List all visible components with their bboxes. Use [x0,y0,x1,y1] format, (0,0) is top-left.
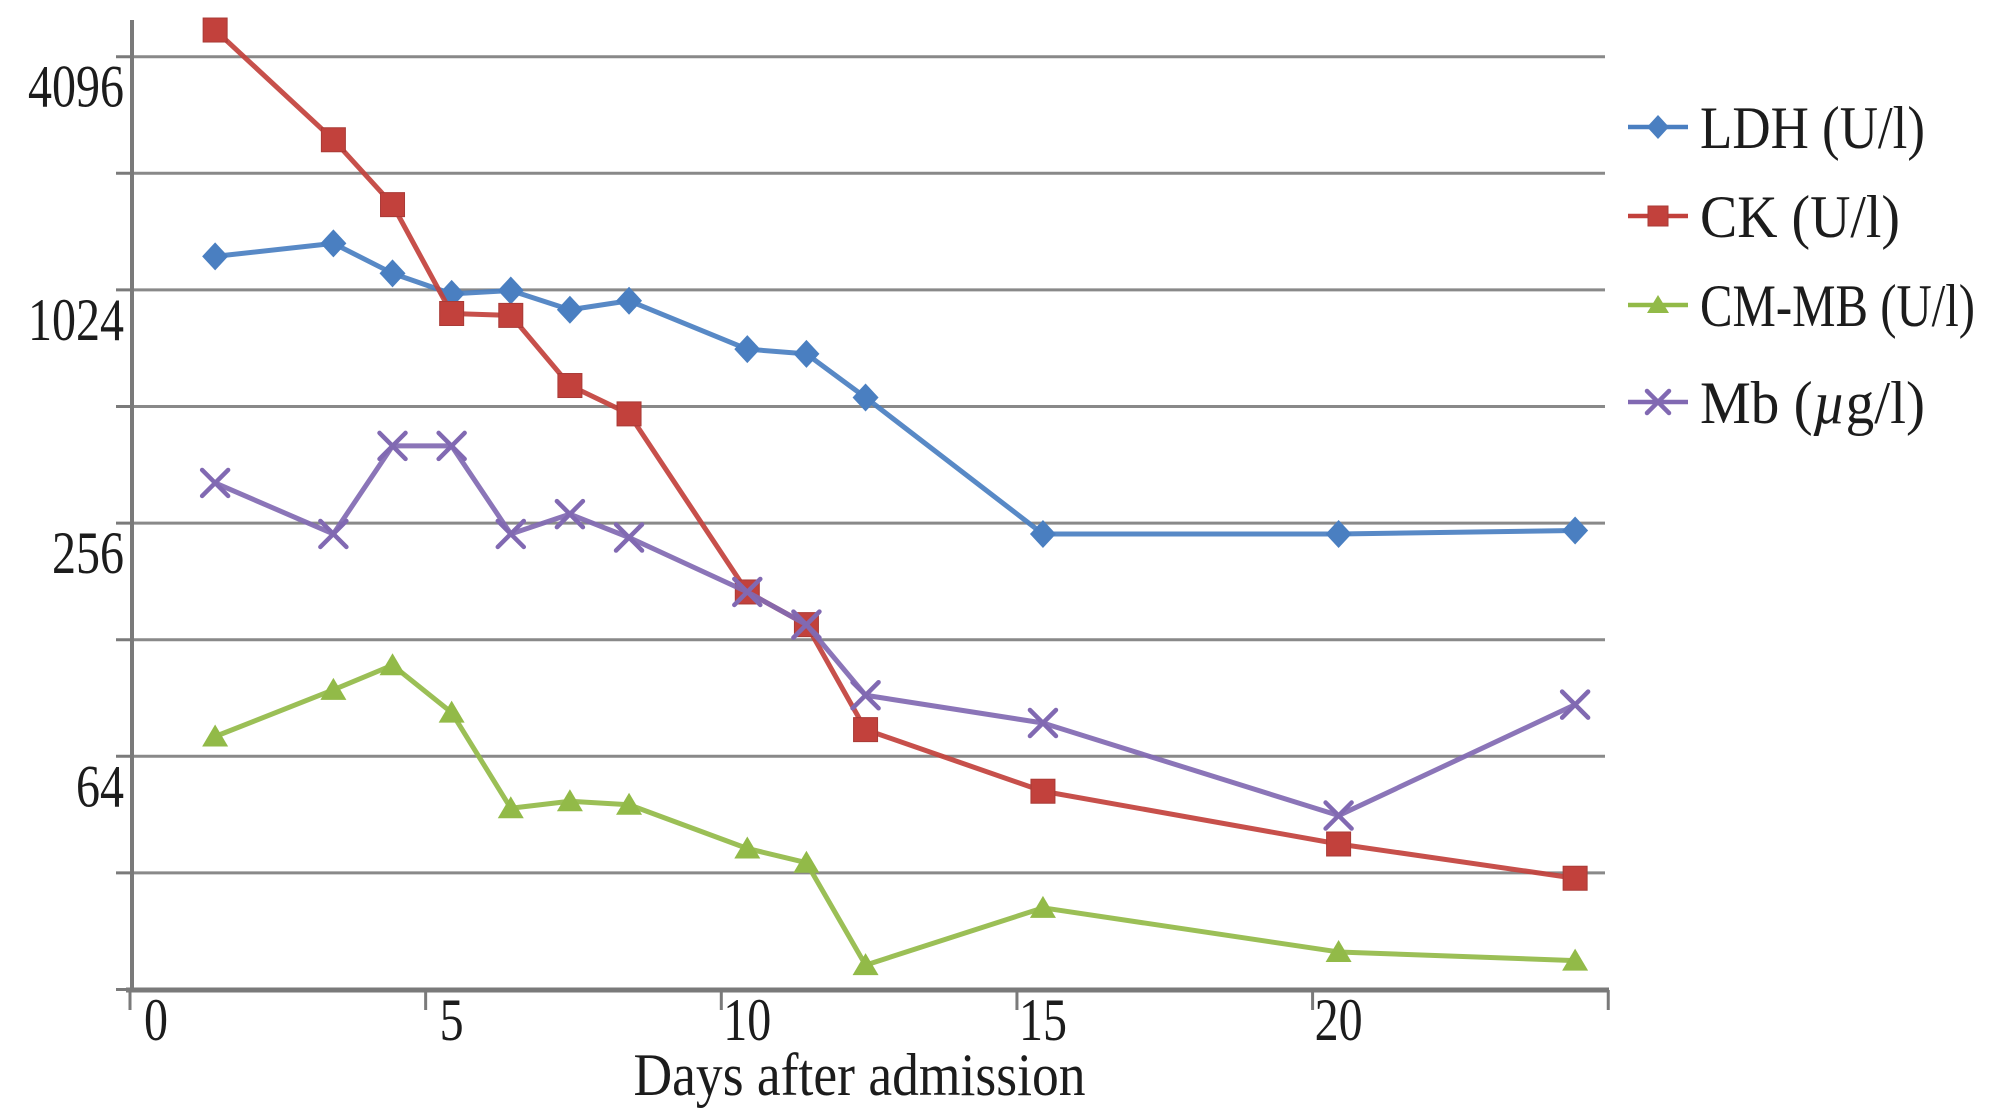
x-axis-title: Days after admission [634,1042,1086,1108]
marker-ck-u-l-day7 [557,373,583,399]
marker-cm-mb-u-l-day11 [793,850,820,873]
marker-ldh-u-l-day24 [1562,516,1589,545]
marker-mb-g-l-day1 [199,467,231,499]
x-marker-stroke [1323,800,1354,831]
x-axis-label-10: 10 [723,987,771,1053]
marker-mb-g-l-day11 [791,609,822,640]
x-axis-label-15: 15 [1019,987,1067,1053]
marker-mb-g-l-day6 [495,518,527,550]
x-marker-stroke [1559,689,1591,720]
marker-mb-g-l-day3 [318,518,349,550]
y-axis-label-64: 64 [76,753,124,819]
marker-ldh-u-l-day7 [556,295,583,324]
x-marker-stroke [1027,707,1059,739]
marker-ldh-u-l-day20 [1325,519,1352,548]
marker-ck-u-l-day6 [498,302,524,328]
x-marker-stroke [377,430,408,462]
marker-mb-g-l-day5 [436,430,467,462]
x-marker-stroke [495,518,527,550]
legend-marker-ck-u-l [1647,205,1669,227]
marker-mb-g-l-day7 [554,498,586,530]
legend-label-cm-mb-u-l: CM-MB (U/l) [1700,273,1975,339]
x-marker-stroke [732,576,763,608]
legend-marker-ldh-u-l [1647,115,1669,139]
marker-cm-mb-u-l-day8 [616,792,643,815]
marker-ldh-u-l-day6 [497,276,524,305]
marker-ldh-u-l-day8 [616,286,643,315]
x-marker-stroke [199,467,231,499]
y-axis-label-256: 256 [52,520,124,586]
x-marker-stroke [436,430,467,462]
marker-ldh-u-l-day10 [734,335,761,364]
marker-cm-mb-u-l-day5 [438,700,465,723]
x-marker-stroke [850,680,881,711]
marker-cm-mb-u-l-day10 [734,836,761,859]
marker-cm-mb-u-l-day24 [1562,948,1589,971]
legend-marker-mb-g-l [1644,388,1672,416]
x-axis-label-0: 0 [144,987,168,1053]
marker-ck-u-l-day12 [853,717,879,743]
marker-ldh-u-l-day11 [793,339,820,368]
marker-ck-u-l-day3 [320,127,346,153]
marker-ldh-u-l-day15 [1029,519,1056,548]
marker-ck-u-l-day15 [1030,778,1056,804]
legend-marker-cm-mb-u-l [1647,295,1669,313]
x-marker-stroke [318,518,349,550]
x-marker-stroke [613,522,645,553]
marker-cm-mb-u-l-day1 [202,724,229,747]
marker-mb-g-l-day24 [1559,689,1591,720]
legend-label-mb-g-l: Mb (µg/l) [1700,370,1925,436]
marker-ldh-u-l-day12 [852,383,879,412]
marker-cm-mb-u-l-day20 [1325,939,1352,962]
marker-ck-u-l-day4 [380,192,406,218]
marker-ck-u-l-day8 [616,401,642,427]
marker-ck-u-l-day5 [439,300,465,326]
marker-cm-mb-u-l-day4 [379,653,406,676]
y-axis-label-4096: 4096 [28,54,124,120]
marker-ldh-u-l-day3 [320,229,347,258]
marker-ldh-u-l-day4 [379,259,406,288]
marker-mb-g-l-day15 [1027,707,1059,739]
marker-ck-u-l-day1 [202,17,228,43]
marker-mb-g-l-day20 [1323,800,1354,831]
x-axis-label-20: 20 [1315,987,1363,1053]
marker-mb-g-l-day12 [850,680,881,711]
marker-mb-g-l-day10 [732,576,763,608]
marker-cm-mb-u-l-day15 [1029,895,1056,918]
marker-mb-g-l-day4 [377,430,408,462]
x-marker-stroke [554,498,586,530]
marker-cm-mb-u-l-day7 [556,789,583,812]
legend-label-ck-u-l: CK (U/l) [1700,184,1900,250]
legend-label-ldh-u-l: LDH (U/l) [1700,95,1925,161]
marker-cm-mb-u-l-day6 [497,796,524,819]
x-axis-label-5: 5 [440,987,464,1053]
y-axis-label-1024: 1024 [28,287,124,353]
marker-ldh-u-l-day1 [202,242,229,271]
x-marker-stroke [1644,388,1672,416]
marker-mb-g-l-day8 [613,522,645,553]
marker-ck-u-l-day20 [1326,831,1352,857]
x-marker-stroke [791,609,822,640]
marker-ck-u-l-day24 [1562,865,1588,891]
marker-cm-mb-u-l-day3 [320,677,347,700]
marker-cm-mb-u-l-day12 [852,953,879,976]
